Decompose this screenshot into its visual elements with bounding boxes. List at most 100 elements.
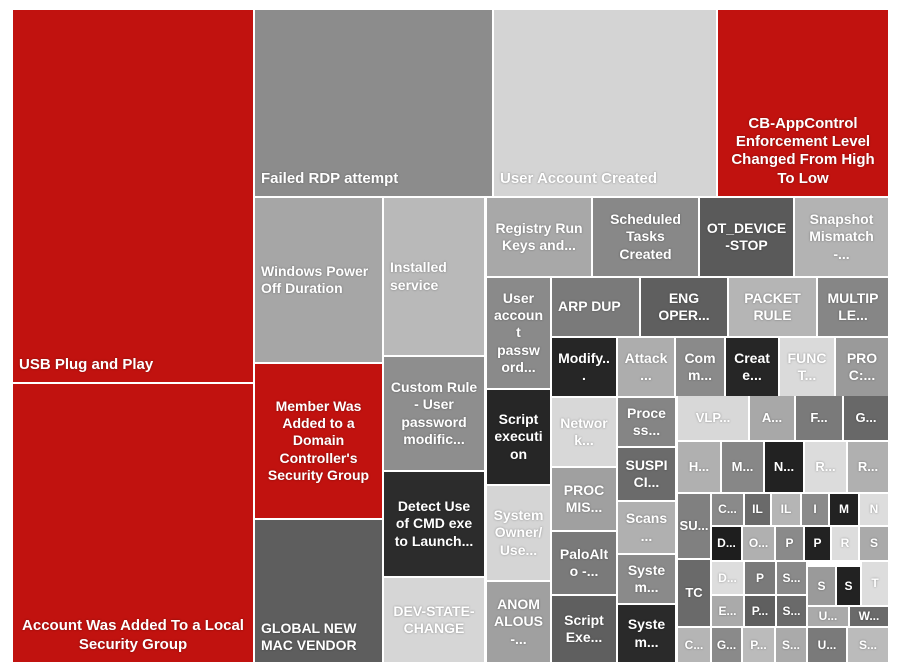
- tile-label: S: [844, 578, 853, 593]
- treemap-tile[interactable]: Detect Use of CMD exe to Launch...: [384, 472, 484, 576]
- treemap-tile[interactable]: R: [832, 527, 858, 560]
- treemap-tile[interactable]: H...: [678, 442, 720, 492]
- treemap-tile[interactable]: G...: [712, 628, 741, 662]
- treemap-tile[interactable]: TC: [678, 560, 710, 626]
- tile-label: N...: [773, 459, 795, 475]
- treemap-tile[interactable]: S...: [777, 562, 806, 594]
- tile-label: TC: [685, 585, 703, 601]
- tile-label: G...: [855, 410, 877, 426]
- tile-label: F...: [810, 410, 828, 426]
- treemap-tile[interactable]: O...: [743, 527, 774, 560]
- treemap-tile[interactable]: P: [805, 527, 830, 560]
- treemap-tile[interactable]: M: [830, 494, 858, 525]
- tile-label: W...: [858, 609, 880, 624]
- treemap-tile[interactable]: OT_DEVICE-STOP: [700, 198, 793, 276]
- treemap-tile[interactable]: CB-AppControl Enforcement Level Changed …: [718, 10, 888, 196]
- treemap-tile[interactable]: Script Exe...: [552, 596, 616, 662]
- treemap-tile[interactable]: ANOMALOUS-...: [487, 582, 550, 662]
- treemap-tile[interactable]: P: [776, 527, 803, 560]
- treemap-tile[interactable]: Comm...: [676, 338, 724, 396]
- treemap-tile[interactable]: ARP DUP: [552, 278, 639, 336]
- treemap-tile[interactable]: SUSPICI...: [618, 448, 675, 500]
- treemap-tile[interactable]: U...: [808, 628, 846, 662]
- treemap-tile[interactable]: GLOBAL NEW MAC VENDOR: [255, 520, 382, 662]
- treemap-tile[interactable]: R...: [848, 442, 888, 492]
- tile-label: R...: [815, 459, 836, 475]
- treemap-tile[interactable]: User account password...: [487, 278, 550, 388]
- treemap-tile[interactable]: Account Was Added To a Local Security Gr…: [13, 384, 253, 662]
- treemap-tile[interactable]: N...: [765, 442, 803, 492]
- treemap-tile[interactable]: G...: [844, 396, 888, 440]
- treemap-tile[interactable]: SU...: [678, 494, 710, 558]
- treemap-tile[interactable]: Registry Run Keys and...: [487, 198, 591, 276]
- treemap-tile[interactable]: P...: [745, 596, 775, 626]
- treemap-tile[interactable]: Snapshot Mismatch -...: [795, 198, 888, 276]
- treemap-tile[interactable]: IL: [772, 494, 800, 525]
- treemap-tile[interactable]: D...: [712, 562, 743, 594]
- treemap-tile[interactable]: System...: [618, 555, 675, 603]
- treemap-tile[interactable]: Scheduled Tasks Created: [593, 198, 698, 276]
- tile-label: PACKET RULE: [744, 289, 801, 323]
- tile-label: System Owner/Use...: [493, 507, 544, 558]
- treemap-tile[interactable]: I: [802, 494, 828, 525]
- treemap-tile[interactable]: W...: [850, 607, 888, 626]
- treemap-tile[interactable]: Custom Rule - User password modific...: [384, 357, 484, 470]
- tile-label: CB-AppControl Enforcement Level Changed …: [731, 114, 875, 187]
- tile-label: SU...: [679, 518, 709, 534]
- treemap-tile[interactable]: Installed service: [384, 198, 484, 355]
- tile-label: Scans...: [625, 510, 668, 544]
- treemap-tile[interactable]: PaloAlto -...: [552, 532, 616, 594]
- tile-label: DEV-STATE-CHANGE: [393, 602, 475, 636]
- treemap-tile[interactable]: C...: [712, 494, 743, 525]
- tile-label: S...: [782, 570, 801, 585]
- treemap-tile[interactable]: FUNCT...: [780, 338, 834, 396]
- tile-label: Comm...: [684, 349, 716, 383]
- tile-label: ARP DUP: [558, 298, 621, 315]
- treemap-tile[interactable]: Failed RDP attempt: [255, 10, 492, 196]
- treemap-tile[interactable]: MULTIPLE...: [818, 278, 888, 336]
- treemap-tile[interactable]: S...: [848, 628, 888, 662]
- treemap-tile[interactable]: E...: [712, 596, 743, 626]
- treemap-tile[interactable]: Script execution: [487, 390, 550, 484]
- treemap-tile[interactable]: Attack...: [618, 338, 674, 396]
- treemap-tile[interactable]: DEV-STATE-CHANGE: [384, 578, 484, 662]
- treemap-tile[interactable]: S: [837, 567, 860, 605]
- treemap-tile[interactable]: USB Plug and Play: [13, 10, 253, 382]
- treemap-tile[interactable]: R...: [805, 442, 846, 492]
- treemap-tile[interactable]: P: [745, 562, 775, 594]
- treemap-tile[interactable]: U...: [808, 607, 848, 626]
- treemap-tile[interactable]: PACKET RULE: [729, 278, 816, 336]
- treemap-tile[interactable]: Process...: [618, 398, 675, 446]
- treemap-tile[interactable]: M...: [722, 442, 763, 492]
- treemap-tile[interactable]: N: [860, 494, 888, 525]
- treemap-tile[interactable]: Modify...: [552, 338, 616, 396]
- treemap-tile[interactable]: D...: [712, 527, 741, 560]
- treemap-tile[interactable]: F...: [796, 396, 842, 440]
- treemap-tile[interactable]: T: [862, 562, 888, 605]
- tile-label: G...: [716, 637, 737, 652]
- treemap-tile[interactable]: ENG OPER...: [641, 278, 727, 336]
- tile-label: Script execution: [494, 411, 543, 462]
- treemap-tile[interactable]: Create...: [726, 338, 778, 396]
- tile-label: USB Plug and Play: [19, 355, 154, 373]
- treemap-tile[interactable]: C...: [678, 628, 710, 662]
- treemap-tile[interactable]: PROC:...: [836, 338, 888, 396]
- treemap-tile[interactable]: A...: [750, 396, 794, 440]
- treemap-tile[interactable]: S: [808, 567, 835, 605]
- treemap-tile[interactable]: Member Was Added to a Domain Controller'…: [255, 364, 382, 518]
- treemap-tile[interactable]: S...: [777, 596, 806, 626]
- treemap-tile[interactable]: VLP...: [678, 396, 748, 440]
- tile-label: S...: [858, 637, 877, 652]
- treemap-tile[interactable]: System...: [618, 605, 675, 662]
- treemap-tile[interactable]: S...: [776, 628, 806, 662]
- treemap-tile[interactable]: P...: [743, 628, 774, 662]
- treemap-tile[interactable]: Windows Power Off Duration: [255, 198, 382, 362]
- tile-label: T: [871, 576, 879, 591]
- treemap-tile[interactable]: System Owner/Use...: [487, 486, 550, 580]
- treemap-tile[interactable]: PROC MIS...: [552, 468, 616, 530]
- treemap-tile[interactable]: Scans...: [618, 502, 675, 553]
- treemap-tile[interactable]: S: [860, 527, 888, 560]
- treemap-tile[interactable]: User Account Created: [494, 10, 716, 196]
- treemap-tile[interactable]: Network...: [552, 398, 616, 466]
- treemap-tile[interactable]: IL: [745, 494, 770, 525]
